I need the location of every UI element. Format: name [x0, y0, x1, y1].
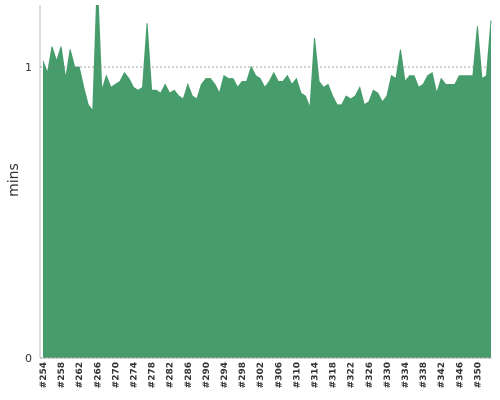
x-tick-label: #290: [202, 362, 212, 388]
x-tick-label: #282: [166, 362, 176, 388]
y-axis-label: mins: [6, 163, 22, 197]
x-tick-label: #326: [365, 362, 375, 388]
x-tick-label: #330: [383, 362, 393, 388]
x-tick-label: #286: [184, 362, 194, 388]
x-tick-label: #274: [130, 362, 140, 388]
y-tick-label: 1: [25, 61, 32, 74]
x-tick-label: #294: [220, 362, 230, 388]
x-tick-label: #278: [148, 362, 158, 388]
x-tick-label: #346: [455, 362, 465, 388]
x-tick-label: #338: [419, 362, 429, 388]
x-tick-label: #298: [238, 362, 248, 388]
x-tick-label: #258: [57, 362, 67, 388]
x-tick-label: #306: [274, 362, 284, 388]
x-tick-label: #318: [329, 362, 339, 388]
x-tick-label: #310: [292, 362, 302, 388]
x-tick-label: #334: [401, 362, 411, 388]
x-tick-label: #322: [347, 362, 357, 388]
x-tick-label: #342: [437, 362, 447, 388]
x-tick-label: #262: [75, 362, 85, 388]
x-tick-label: #266: [93, 362, 103, 388]
y-tick-label: 0: [25, 352, 32, 365]
area-edge: [42, 5, 492, 113]
area-fill: [43, 5, 491, 358]
x-tick-label: #302: [256, 362, 266, 388]
x-tick-label: #350: [473, 362, 483, 388]
x-tick-label: #314: [311, 362, 321, 388]
x-tick-label: #270: [111, 362, 121, 388]
x-tick-label: #254: [39, 362, 49, 388]
